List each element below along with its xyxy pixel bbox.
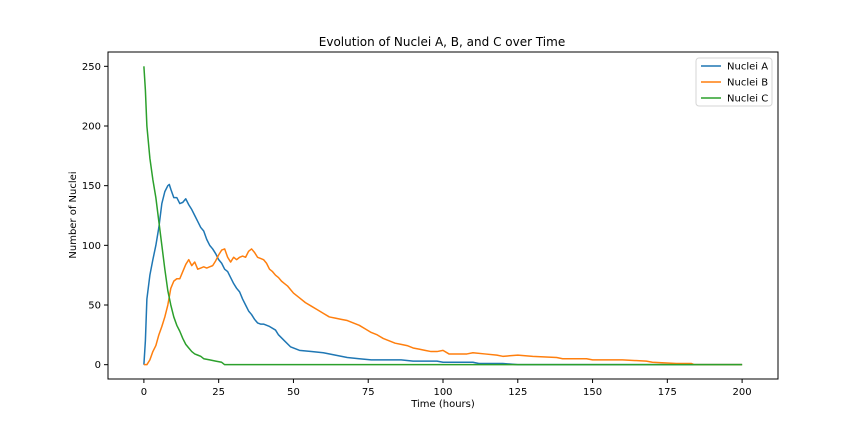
x-tick-label: 100 (433, 387, 452, 398)
plot-frame (107, 51, 779, 380)
y-axis-label: Number of Nuclei (68, 171, 79, 258)
x-tick-label: 0 (141, 387, 147, 398)
legend: Nuclei A Nuclei B Nuclei C (695, 57, 773, 107)
y-tick-label: 0 (95, 360, 101, 371)
series-line-nuclei-a (143, 183, 743, 366)
legend-items: Nuclei A Nuclei B Nuclei C (701, 62, 768, 105)
series-lines (143, 66, 743, 366)
y-tick-label: 200 (82, 121, 101, 132)
x-tick-label: 125 (508, 387, 527, 398)
x-tick-label: 75 (362, 387, 375, 398)
y-tick-label: 150 (82, 181, 101, 192)
y-axis: 0 50 100 150 200 250 (82, 62, 108, 371)
legend-label: Nuclei A (727, 62, 768, 73)
x-tick-label: 150 (583, 387, 602, 398)
x-axis: 0 25 50 75 100 125 150 175 200 (141, 379, 752, 398)
y-tick-label: 250 (82, 62, 101, 73)
x-tick-label: 175 (658, 387, 677, 398)
series-line-nuclei-c (143, 66, 743, 366)
y-tick-label: 100 (82, 241, 101, 252)
x-tick-label: 25 (212, 387, 225, 398)
x-tick-label: 200 (733, 387, 752, 398)
legend-label: Nuclei C (727, 94, 768, 105)
chart-title: Evolution of Nuclei A, B, and C over Tim… (319, 35, 565, 49)
x-axis-label: Time (hours) (410, 399, 475, 410)
y-tick-label: 50 (88, 301, 101, 312)
x-tick-label: 50 (287, 387, 300, 398)
legend-label: Nuclei B (727, 78, 768, 89)
legend-box (695, 57, 773, 107)
series-line-nuclei-b (143, 248, 743, 366)
plot-area: 0 25 50 75 100 125 150 175 200 0 50 100 150 200 250 (82, 51, 779, 398)
